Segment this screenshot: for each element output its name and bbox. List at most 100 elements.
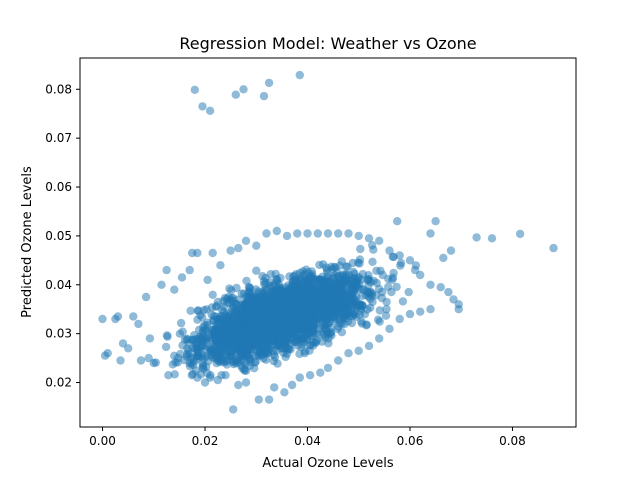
data-point: [385, 246, 394, 255]
cloud-point: [355, 255, 365, 264]
data-point: [157, 280, 166, 289]
cloud-point: [355, 302, 364, 311]
cloud-point: [161, 342, 171, 352]
cloud-point: [265, 343, 274, 353]
data-point: [149, 358, 158, 368]
data-point: [205, 373, 215, 382]
y-tick-label: 0.05: [45, 229, 72, 243]
data-point: [323, 229, 333, 238]
cloud-point: [178, 327, 187, 336]
cloud-point: [349, 308, 359, 317]
cloud-point: [227, 312, 237, 322]
data-point: [405, 256, 415, 265]
cloud-point: [347, 288, 356, 297]
y-axis-ticks: 0.02 0.03 0.04 0.05 0.06 0.07 0.08: [45, 82, 80, 390]
cloud-point: [199, 354, 208, 364]
cloud-point: [324, 339, 333, 348]
cloud-point: [368, 297, 377, 307]
y-tick-label: 0.03: [45, 327, 72, 341]
data-point: [262, 229, 271, 238]
cloud-point: [203, 318, 212, 327]
data-point: [241, 236, 251, 245]
cloud-point: [212, 312, 221, 321]
data-point: [234, 243, 243, 253]
cloud-point: [396, 261, 405, 270]
cloud-point: [348, 258, 357, 268]
plot-area: [79, 57, 577, 428]
data-point: [416, 307, 425, 316]
cloud-point: [299, 286, 308, 295]
data-point: [303, 229, 312, 238]
cloud-point: [288, 306, 297, 316]
data-point: [205, 106, 215, 116]
data-point: [316, 368, 325, 377]
cloud-point: [183, 335, 192, 344]
cloud-point: [356, 244, 365, 254]
data-point: [364, 341, 374, 351]
cloud-point: [193, 315, 202, 324]
y-tick-label: 0.07: [45, 131, 72, 145]
y-axis-label: Predicted Ozone Levels: [20, 166, 35, 318]
data-point: [185, 358, 194, 368]
cloud-point: [329, 317, 339, 326]
cloud-point: [225, 353, 235, 363]
cloud-point: [221, 311, 230, 320]
cloud-point: [206, 345, 216, 354]
cloud-point: [170, 370, 179, 379]
cloud-point: [304, 321, 314, 330]
data-point: [364, 234, 374, 243]
data-point: [254, 395, 263, 404]
cloud-point: [310, 294, 319, 303]
cloud-point: [398, 297, 408, 306]
cloud-point: [297, 277, 307, 287]
cloud-point: [264, 297, 273, 306]
data-point: [282, 231, 292, 241]
cloud-point: [341, 270, 351, 280]
cloud-point: [358, 269, 367, 279]
data-point: [208, 248, 217, 258]
cloud-point: [247, 335, 256, 344]
data-point: [549, 243, 558, 253]
data-point: [136, 356, 146, 365]
cloud-point: [248, 293, 257, 302]
data-point: [426, 229, 435, 238]
cloud-point: [254, 324, 263, 334]
cloud-point: [274, 328, 283, 338]
cloud-point: [214, 357, 224, 366]
data-point: [221, 371, 230, 380]
cloud-point: [208, 290, 217, 299]
data-point: [334, 356, 343, 365]
cloud-point: [163, 332, 172, 341]
cloud-point: [319, 295, 329, 305]
cloud-point: [274, 279, 283, 289]
data-point: [264, 395, 274, 404]
data-point: [190, 85, 199, 95]
y-tick-label: 0.04: [45, 278, 72, 292]
cloud-point: [368, 257, 377, 266]
cloud-point: [245, 345, 255, 355]
data-point: [393, 217, 402, 226]
point-cloud: [145, 241, 421, 380]
cloud-point: [273, 310, 282, 319]
cloud-point: [362, 321, 371, 330]
cloud-point: [378, 270, 387, 280]
data-point: [198, 102, 207, 111]
data-point: [241, 378, 251, 387]
y-tick-label: 0.02: [45, 376, 72, 390]
data-point: [124, 344, 133, 353]
cloud-point: [219, 296, 228, 306]
cloud-point: [270, 352, 280, 362]
x-tick-label: 0.04: [294, 434, 321, 448]
data-point: [344, 229, 353, 238]
data-point: [449, 295, 458, 304]
cloud-point: [323, 272, 333, 281]
cloud-point: [404, 287, 413, 297]
cloud-point: [231, 334, 240, 344]
cloud-point: [333, 280, 342, 289]
data-point: [193, 373, 202, 382]
cloud-point: [233, 317, 243, 326]
data-point: [305, 371, 315, 380]
cloud-point: [252, 266, 261, 275]
y-tick-label: 0.06: [45, 180, 72, 194]
